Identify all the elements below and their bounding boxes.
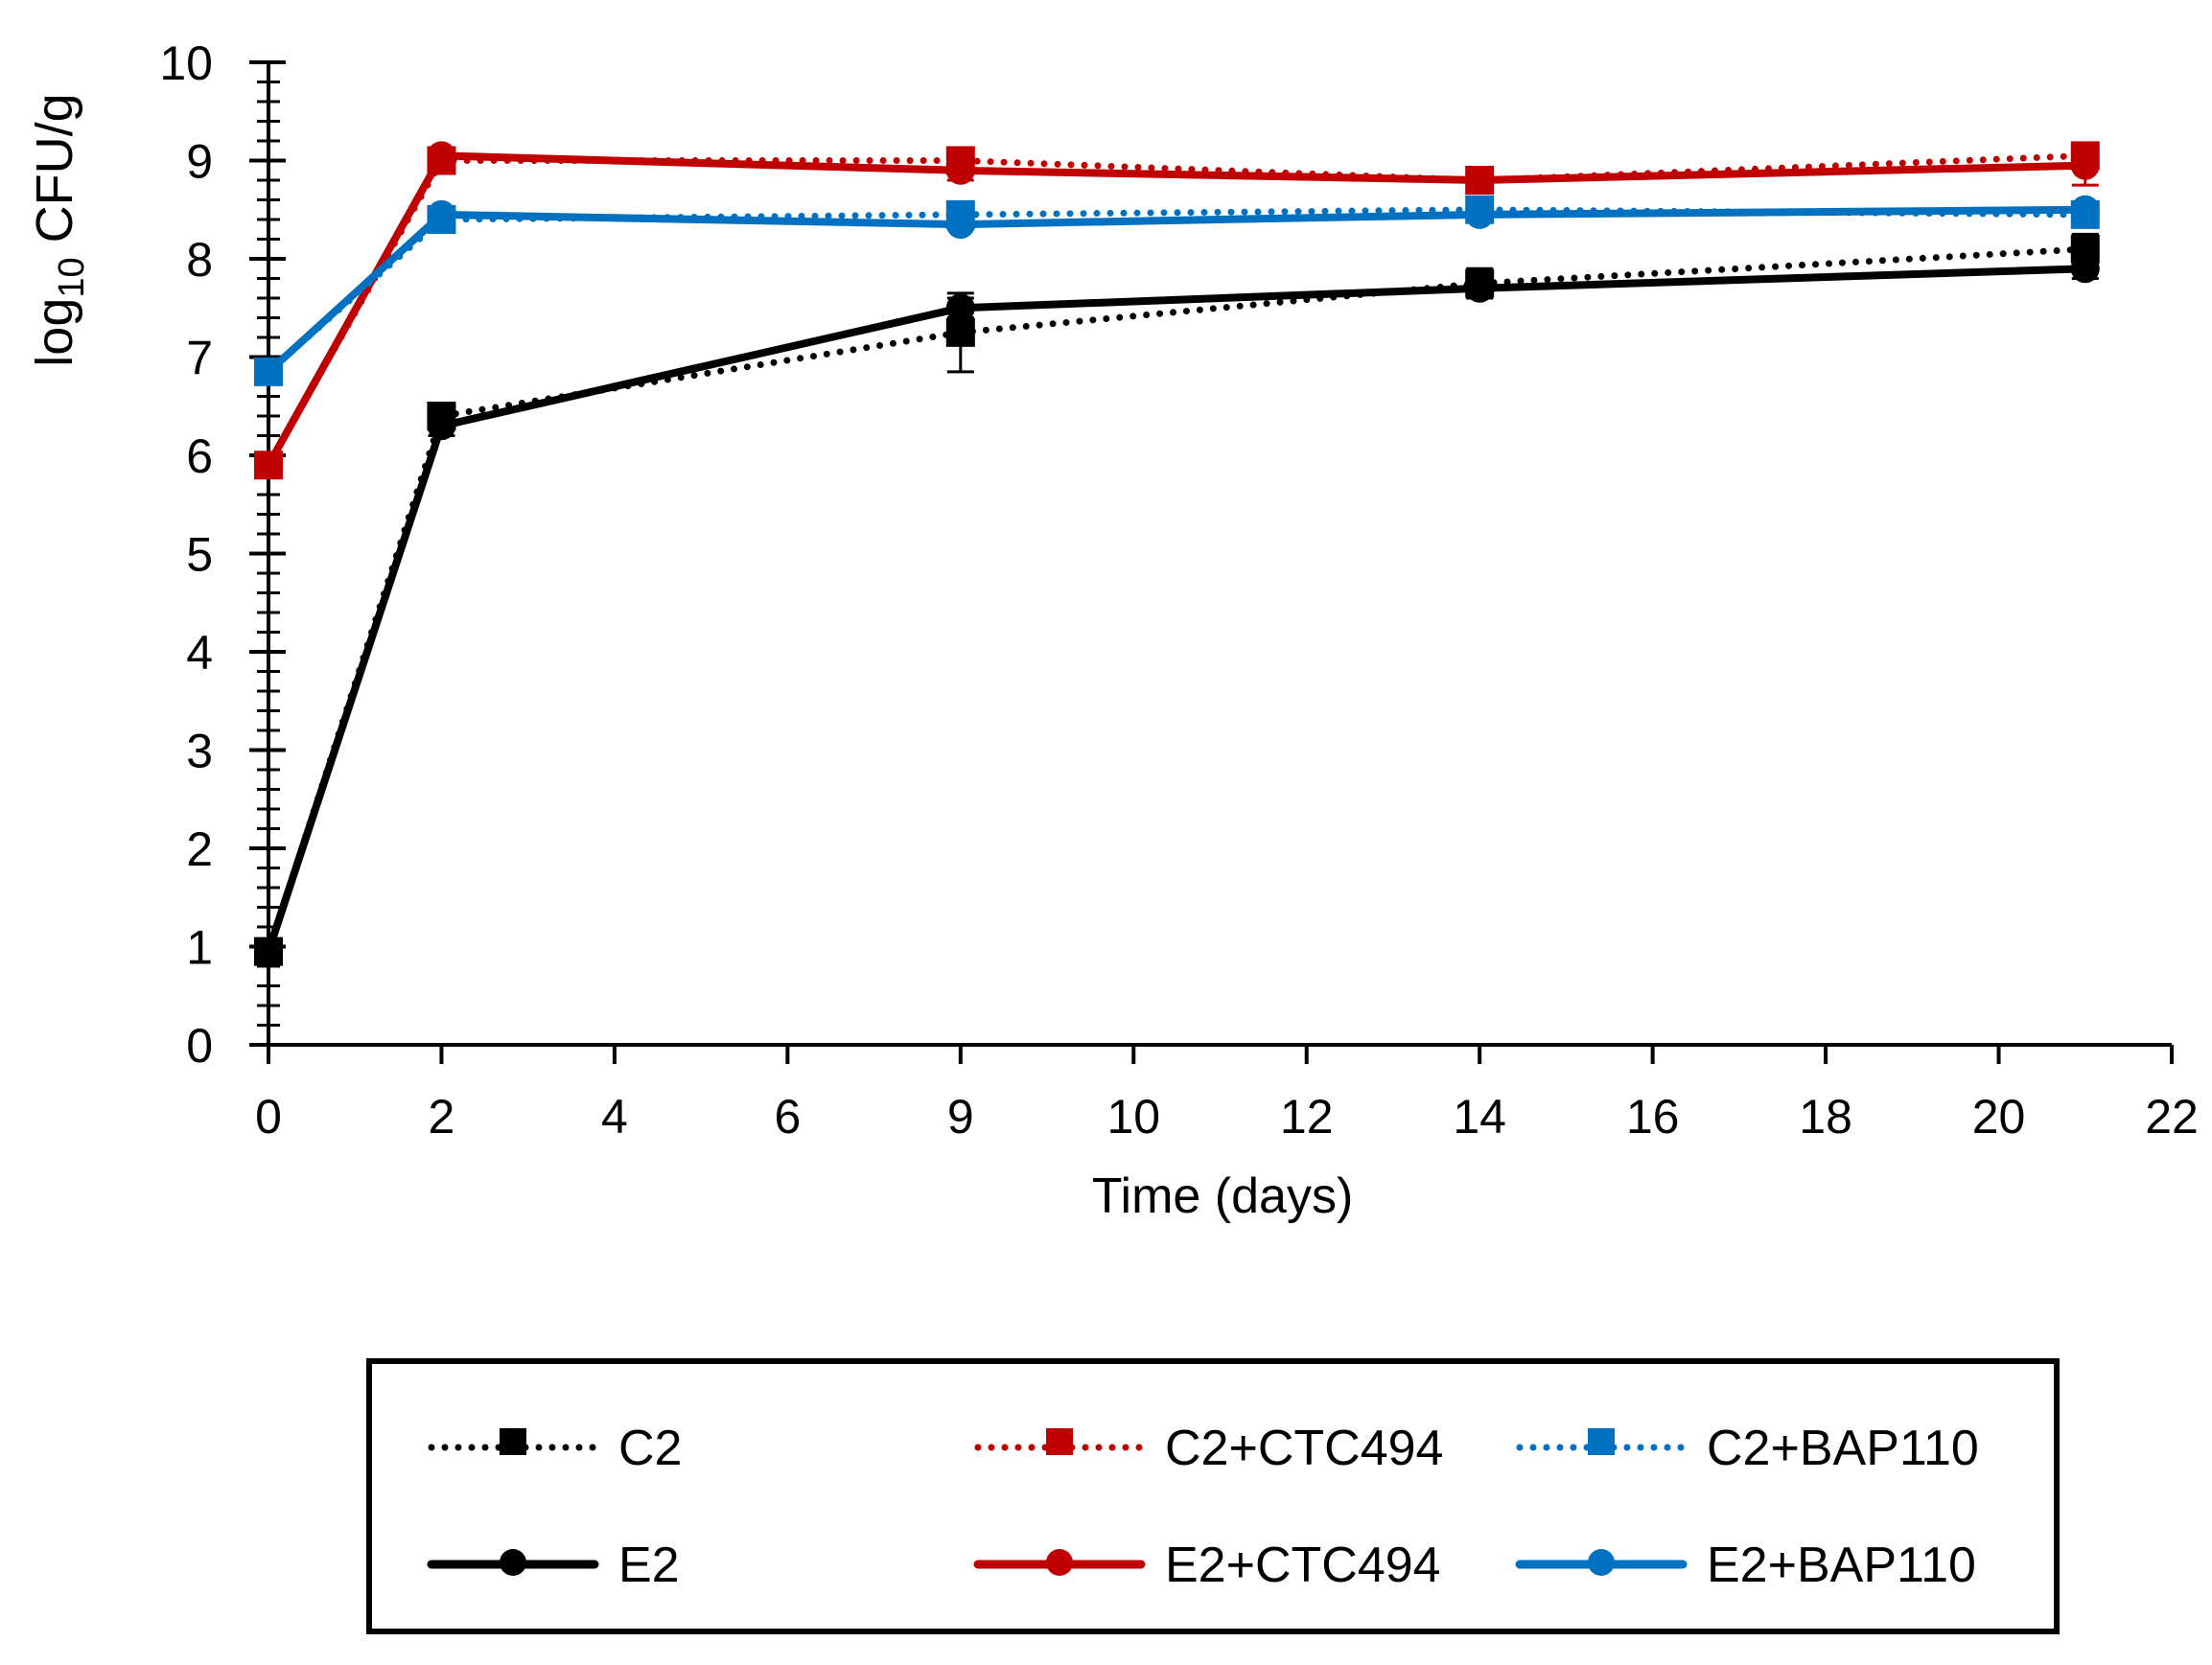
series-c2-ctc494 bbox=[254, 141, 2100, 480]
series-line bbox=[265, 206, 2089, 376]
legend-item: E2+CTC494 bbox=[973, 1538, 1441, 1593]
legend-item: C2+BAP110 bbox=[1516, 1421, 1979, 1476]
data-point bbox=[427, 141, 456, 171]
series-group bbox=[254, 141, 2100, 966]
data-point bbox=[945, 155, 975, 185]
legend-label: E2+BAP110 bbox=[1707, 1538, 1976, 1593]
x-tick-label: 18 bbox=[1799, 1090, 1852, 1144]
series-e2-ctc494 bbox=[254, 141, 2100, 480]
legend-label: E2+CTC494 bbox=[1165, 1538, 1441, 1593]
series-c2 bbox=[254, 232, 2100, 966]
data-point bbox=[2070, 150, 2100, 180]
legend-item: E2 bbox=[427, 1538, 680, 1593]
x-tick-label: 16 bbox=[1626, 1090, 1680, 1144]
data-point bbox=[254, 451, 283, 480]
y-tick-label: 6 bbox=[186, 429, 213, 483]
data-point bbox=[945, 210, 975, 240]
data-point bbox=[254, 357, 283, 386]
y-axis-label: log10 CFU/g bbox=[26, 93, 92, 366]
data-point bbox=[945, 317, 975, 347]
series-line bbox=[265, 245, 2089, 956]
y-tick-label: 0 bbox=[186, 1019, 213, 1073]
legend-marker bbox=[500, 1549, 526, 1576]
data-point bbox=[1465, 166, 1495, 195]
legend-label: C2+BAP110 bbox=[1707, 1421, 1979, 1476]
data-point bbox=[1465, 199, 1495, 229]
series-e2 bbox=[254, 254, 2100, 966]
legend-marker bbox=[1588, 1428, 1615, 1455]
y-tick-label: 1 bbox=[186, 921, 213, 975]
legend-marker bbox=[1046, 1428, 1073, 1455]
data-point bbox=[2070, 195, 2100, 224]
x-tick-label: 10 bbox=[1106, 1090, 1160, 1144]
y-tick-label: 4 bbox=[186, 626, 213, 680]
series-e2-bap110 bbox=[254, 195, 2100, 386]
legend-item: E2+BAP110 bbox=[1515, 1538, 1976, 1593]
x-tick-label: 14 bbox=[1453, 1090, 1506, 1144]
series-line bbox=[265, 205, 2089, 376]
data-point bbox=[427, 411, 456, 441]
legend-label: E2 bbox=[618, 1538, 680, 1593]
y-tick-label: 3 bbox=[186, 725, 213, 778]
series-line bbox=[265, 151, 2089, 469]
legend-label: C2+CTC494 bbox=[1165, 1421, 1443, 1476]
axes bbox=[249, 60, 2174, 1064]
y-tick-label: 2 bbox=[186, 822, 213, 876]
legend-item: C2+CTC494 bbox=[974, 1421, 1443, 1476]
axis-labels: Time (days) log10 CFU/g bbox=[26, 93, 1353, 1224]
y-tick-label: 8 bbox=[186, 233, 213, 287]
data-point bbox=[254, 937, 283, 966]
y-tick-label: 5 bbox=[186, 528, 213, 582]
data-point bbox=[2070, 254, 2100, 284]
series-line bbox=[265, 151, 2089, 470]
legend-item: C2 bbox=[428, 1421, 682, 1476]
data-point bbox=[1465, 273, 1495, 303]
legend: C2 C2+CTC494 C2+BAP110 E2 E2+CTC494 E2+BAP110 bbox=[366, 1358, 2060, 1634]
x-tick-label: 20 bbox=[1972, 1090, 2026, 1144]
x-tick-label: 2 bbox=[429, 1090, 455, 1144]
y-tick-label: 7 bbox=[186, 332, 213, 385]
x-tick-label: 12 bbox=[1280, 1090, 1334, 1144]
x-tick-label: 9 bbox=[947, 1090, 974, 1144]
x-axis-label: Time (days) bbox=[1092, 1168, 1354, 1224]
x-tick-label: 22 bbox=[2145, 1090, 2199, 1144]
y-tick-label: 10 bbox=[159, 36, 213, 90]
x-tick-label: 4 bbox=[601, 1090, 628, 1144]
y-tick-label: 9 bbox=[186, 135, 213, 189]
x-tick-label: 0 bbox=[255, 1090, 282, 1144]
legend-box bbox=[366, 1358, 2060, 1634]
series-line bbox=[265, 265, 2089, 956]
x-tick-label: 6 bbox=[774, 1090, 801, 1144]
data-point bbox=[427, 199, 456, 229]
data-point bbox=[945, 293, 975, 323]
legend-marker bbox=[500, 1428, 526, 1455]
legend-marker bbox=[1588, 1549, 1615, 1576]
legend-marker bbox=[1046, 1549, 1073, 1576]
legend-label: C2 bbox=[618, 1421, 682, 1476]
